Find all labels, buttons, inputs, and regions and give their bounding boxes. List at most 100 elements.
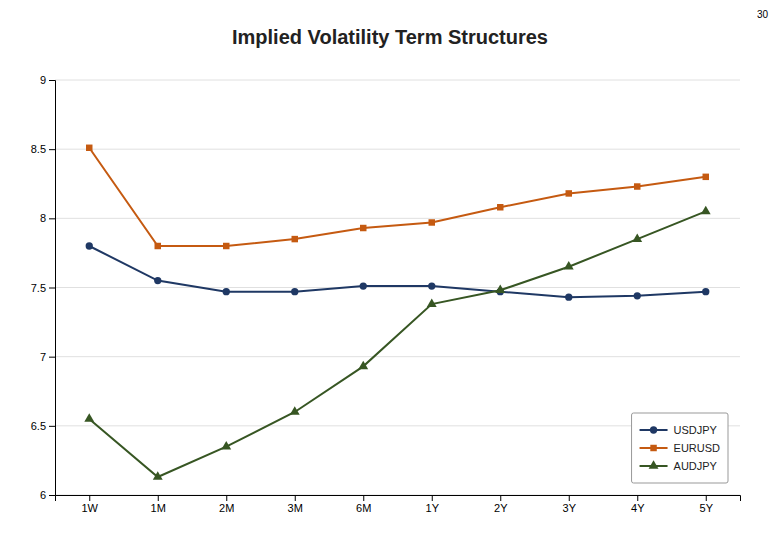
marker <box>291 288 298 295</box>
x-tick-mark <box>158 495 159 501</box>
x-tick-mark <box>637 495 638 501</box>
marker <box>566 190 572 196</box>
marker <box>702 288 709 295</box>
marker <box>84 413 94 422</box>
marker <box>292 236 298 242</box>
marker <box>701 206 711 215</box>
grid-line <box>55 287 740 288</box>
x-tick-label: 6M <box>356 502 371 514</box>
x-tick: 3M <box>288 495 303 514</box>
x-tick-mark <box>500 495 501 501</box>
plot-area: 1W 1M 2M 3M 6M 1Y 2Y 3Y 4Y 5Y 6 6.5 7 7.5 8 8.5 9 USDJPY E… <box>31 74 741 514</box>
x-tick-label: 3M <box>288 502 303 514</box>
marker <box>703 174 709 180</box>
legend-label: USDJPY <box>674 424 718 436</box>
marker <box>155 243 161 249</box>
marker <box>221 441 231 450</box>
chart-container: Implied Volatility Term Structures 30 1W 1M… <box>0 0 780 540</box>
marker <box>564 261 574 270</box>
x-tick-mark <box>226 495 227 501</box>
x-tick: 3Y <box>563 495 577 514</box>
grid <box>55 80 740 495</box>
chart-svg: Implied Volatility Term Structures 30 1W 1M… <box>0 0 780 540</box>
y-tick-mark <box>49 288 55 289</box>
x-tick-mark <box>295 495 296 501</box>
legend: USDJPY EURUSD AUDJPY <box>632 413 728 483</box>
x-tick-mark <box>89 495 90 501</box>
grid-line <box>55 80 740 81</box>
y-tick-mark <box>49 357 55 358</box>
x-tick: 2Y <box>494 495 508 514</box>
series <box>84 206 710 480</box>
legend-items: USDJPY EURUSD AUDJPY <box>640 424 721 472</box>
x-tick: 1Y <box>426 495 440 514</box>
y-tick-mark <box>49 149 55 150</box>
x-tick: 6M <box>356 495 371 514</box>
marker <box>495 285 505 294</box>
legend-symbol <box>649 460 659 469</box>
y-tick-label: 6.5 <box>31 420 46 432</box>
legend-item: AUDJPY <box>640 460 718 472</box>
grid-line <box>55 356 740 357</box>
marker <box>428 282 435 289</box>
series-line <box>89 148 706 246</box>
x-tick: 1W <box>82 495 99 514</box>
grid-line <box>55 218 740 219</box>
y-axis-line <box>49 81 56 496</box>
y-tick: 7 <box>40 351 55 363</box>
marker <box>632 233 642 242</box>
legend-symbol <box>650 426 657 433</box>
marker <box>497 204 503 210</box>
marker <box>358 361 368 370</box>
grid-line <box>55 149 740 150</box>
y-tick: 6 <box>40 489 55 501</box>
y-tick-label: 9 <box>40 74 46 86</box>
marker <box>429 219 435 225</box>
y-tick: 7.5 <box>31 282 55 294</box>
marker <box>634 292 641 299</box>
legend-item: USDJPY <box>640 424 718 436</box>
marker <box>86 145 92 151</box>
y-tick-mark <box>49 80 55 81</box>
marker <box>223 288 230 295</box>
y-tick-mark <box>49 218 55 219</box>
annotation: 30 <box>757 9 769 20</box>
x-tick-mark <box>706 495 707 501</box>
y-tick-mark <box>49 426 55 427</box>
marker <box>153 471 163 480</box>
series <box>86 145 709 250</box>
x-tick-label: 1Y <box>426 502 440 514</box>
legend-label: AUDJPY <box>674 460 718 472</box>
x-tick: 1M <box>151 495 166 514</box>
series-line <box>89 246 706 297</box>
x-tick-mark <box>432 495 433 501</box>
x-tick-label: 3Y <box>563 502 577 514</box>
title: Implied Volatility Term Structures <box>232 26 548 48</box>
legend-item: EURUSD <box>640 442 721 454</box>
x-axis: 1W 1M 2M 3M 6M 1Y 2Y 3Y 4Y 5Y <box>56 495 741 514</box>
y-tick-label: 7 <box>40 351 46 363</box>
x-tick: 5Y <box>700 495 714 514</box>
y-tick-mark <box>49 495 55 496</box>
marker <box>565 294 572 301</box>
y-tick-label: 7.5 <box>31 282 46 294</box>
y-tick: 9 <box>40 74 55 86</box>
y-tick-label: 6 <box>40 489 46 501</box>
x-tick-label: 5Y <box>700 502 714 514</box>
marker <box>290 406 300 415</box>
series <box>86 242 710 300</box>
y-tick-label: 8 <box>40 212 46 224</box>
marker <box>360 225 366 231</box>
y-tick: 8.5 <box>31 143 55 155</box>
marker <box>86 242 93 249</box>
y-tick-label: 8.5 <box>31 143 46 155</box>
x-axis-line <box>56 496 741 502</box>
x-tick-label: 4Y <box>631 502 645 514</box>
marker <box>223 243 229 249</box>
x-tick-label: 2M <box>219 502 234 514</box>
legend-label: EURUSD <box>674 442 721 454</box>
x-tick-label: 2Y <box>494 502 508 514</box>
x-tick-label: 1M <box>151 502 166 514</box>
x-tick: 4Y <box>631 495 645 514</box>
legend-symbol <box>650 445 656 451</box>
